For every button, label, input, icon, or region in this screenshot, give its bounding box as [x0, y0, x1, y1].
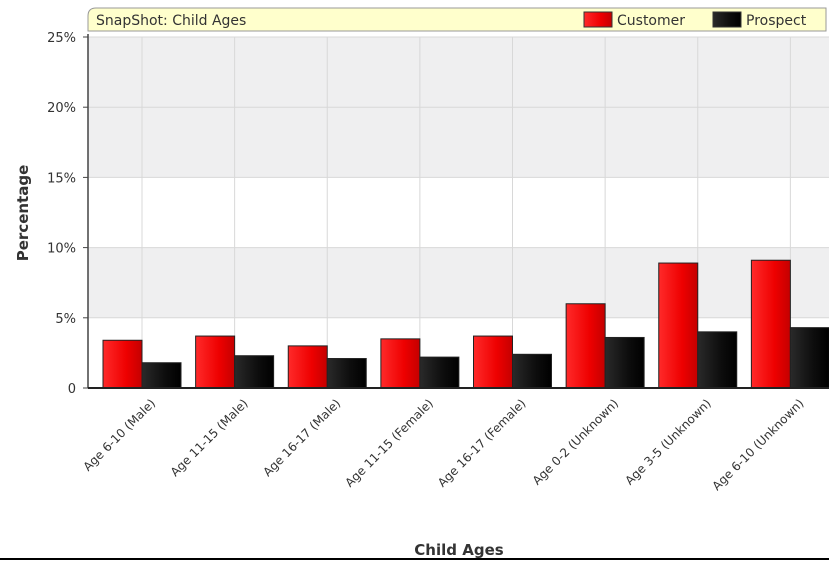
- bar-customer: [565, 303, 606, 389]
- x-tick-label: Age 11-15 (Female): [342, 396, 436, 490]
- legend-label-customer: Customer: [617, 13, 685, 29]
- grid-band: [88, 37, 829, 108]
- legend-label-prospect: Prospect: [746, 13, 807, 29]
- bar-prospect: [326, 358, 367, 389]
- legend-swatch-customer: [583, 11, 613, 28]
- x-tick-label: Age 6-10 (Unknown): [710, 396, 807, 493]
- x-tick-label: Age 16-17 (Female): [435, 396, 529, 490]
- chart-title: SnapShot: Child Ages: [96, 13, 246, 29]
- y-tick-label: 0: [68, 382, 76, 397]
- title-box: [87, 7, 827, 32]
- y-tick-label: 15%: [47, 171, 76, 186]
- y-tick-label: 20%: [47, 101, 76, 116]
- y-tick-label: 5%: [55, 312, 76, 327]
- bar-prospect: [141, 362, 182, 389]
- legend-swatch-prospect: [712, 11, 742, 28]
- bar-customer: [380, 338, 421, 389]
- x-tick-label: Age 3-5 (Unknown): [622, 396, 714, 488]
- y-axis-title: Percentage: [14, 165, 32, 262]
- x-tick-label: Age 16-17 (Male): [260, 396, 343, 479]
- y-tick-label: 10%: [47, 242, 76, 257]
- legend: Customer Prospect: [583, 11, 807, 29]
- y-tick-labels: 0 5% 10% 15% 20% 25%: [47, 31, 76, 397]
- bar-prospect: [604, 336, 645, 389]
- bar-customer: [102, 339, 143, 389]
- axes: [83, 34, 829, 389]
- plot-background-bands: [88, 37, 829, 388]
- bar-prospect: [419, 356, 460, 389]
- bar-prospect: [512, 353, 552, 389]
- y-tick-label: 25%: [47, 31, 76, 46]
- bar-customer: [750, 259, 791, 389]
- bar-customer: [195, 335, 236, 389]
- x-axis-title: Child Ages: [414, 541, 503, 559]
- bar-customer: [658, 262, 699, 389]
- x-tick-label: Age 11-15 (Male): [168, 396, 251, 479]
- bar-prospect: [697, 331, 738, 389]
- grid-band: [88, 247, 829, 318]
- grid-band: [88, 107, 829, 178]
- x-tick-label: Age 0-2 (Unknown): [530, 396, 622, 488]
- x-tick-label: Age 6-10 (Male): [80, 396, 158, 474]
- bar-customer: [473, 335, 513, 389]
- x-category-labels: Age 6-10 (Male) Age 11-15 (Male) Age 16-17…: [80, 396, 806, 493]
- bar-series: [102, 259, 829, 389]
- bar-prospect: [789, 327, 829, 389]
- bar-customer: [287, 345, 328, 389]
- bottom-divider: [0, 558, 829, 560]
- bar-prospect: [234, 355, 275, 389]
